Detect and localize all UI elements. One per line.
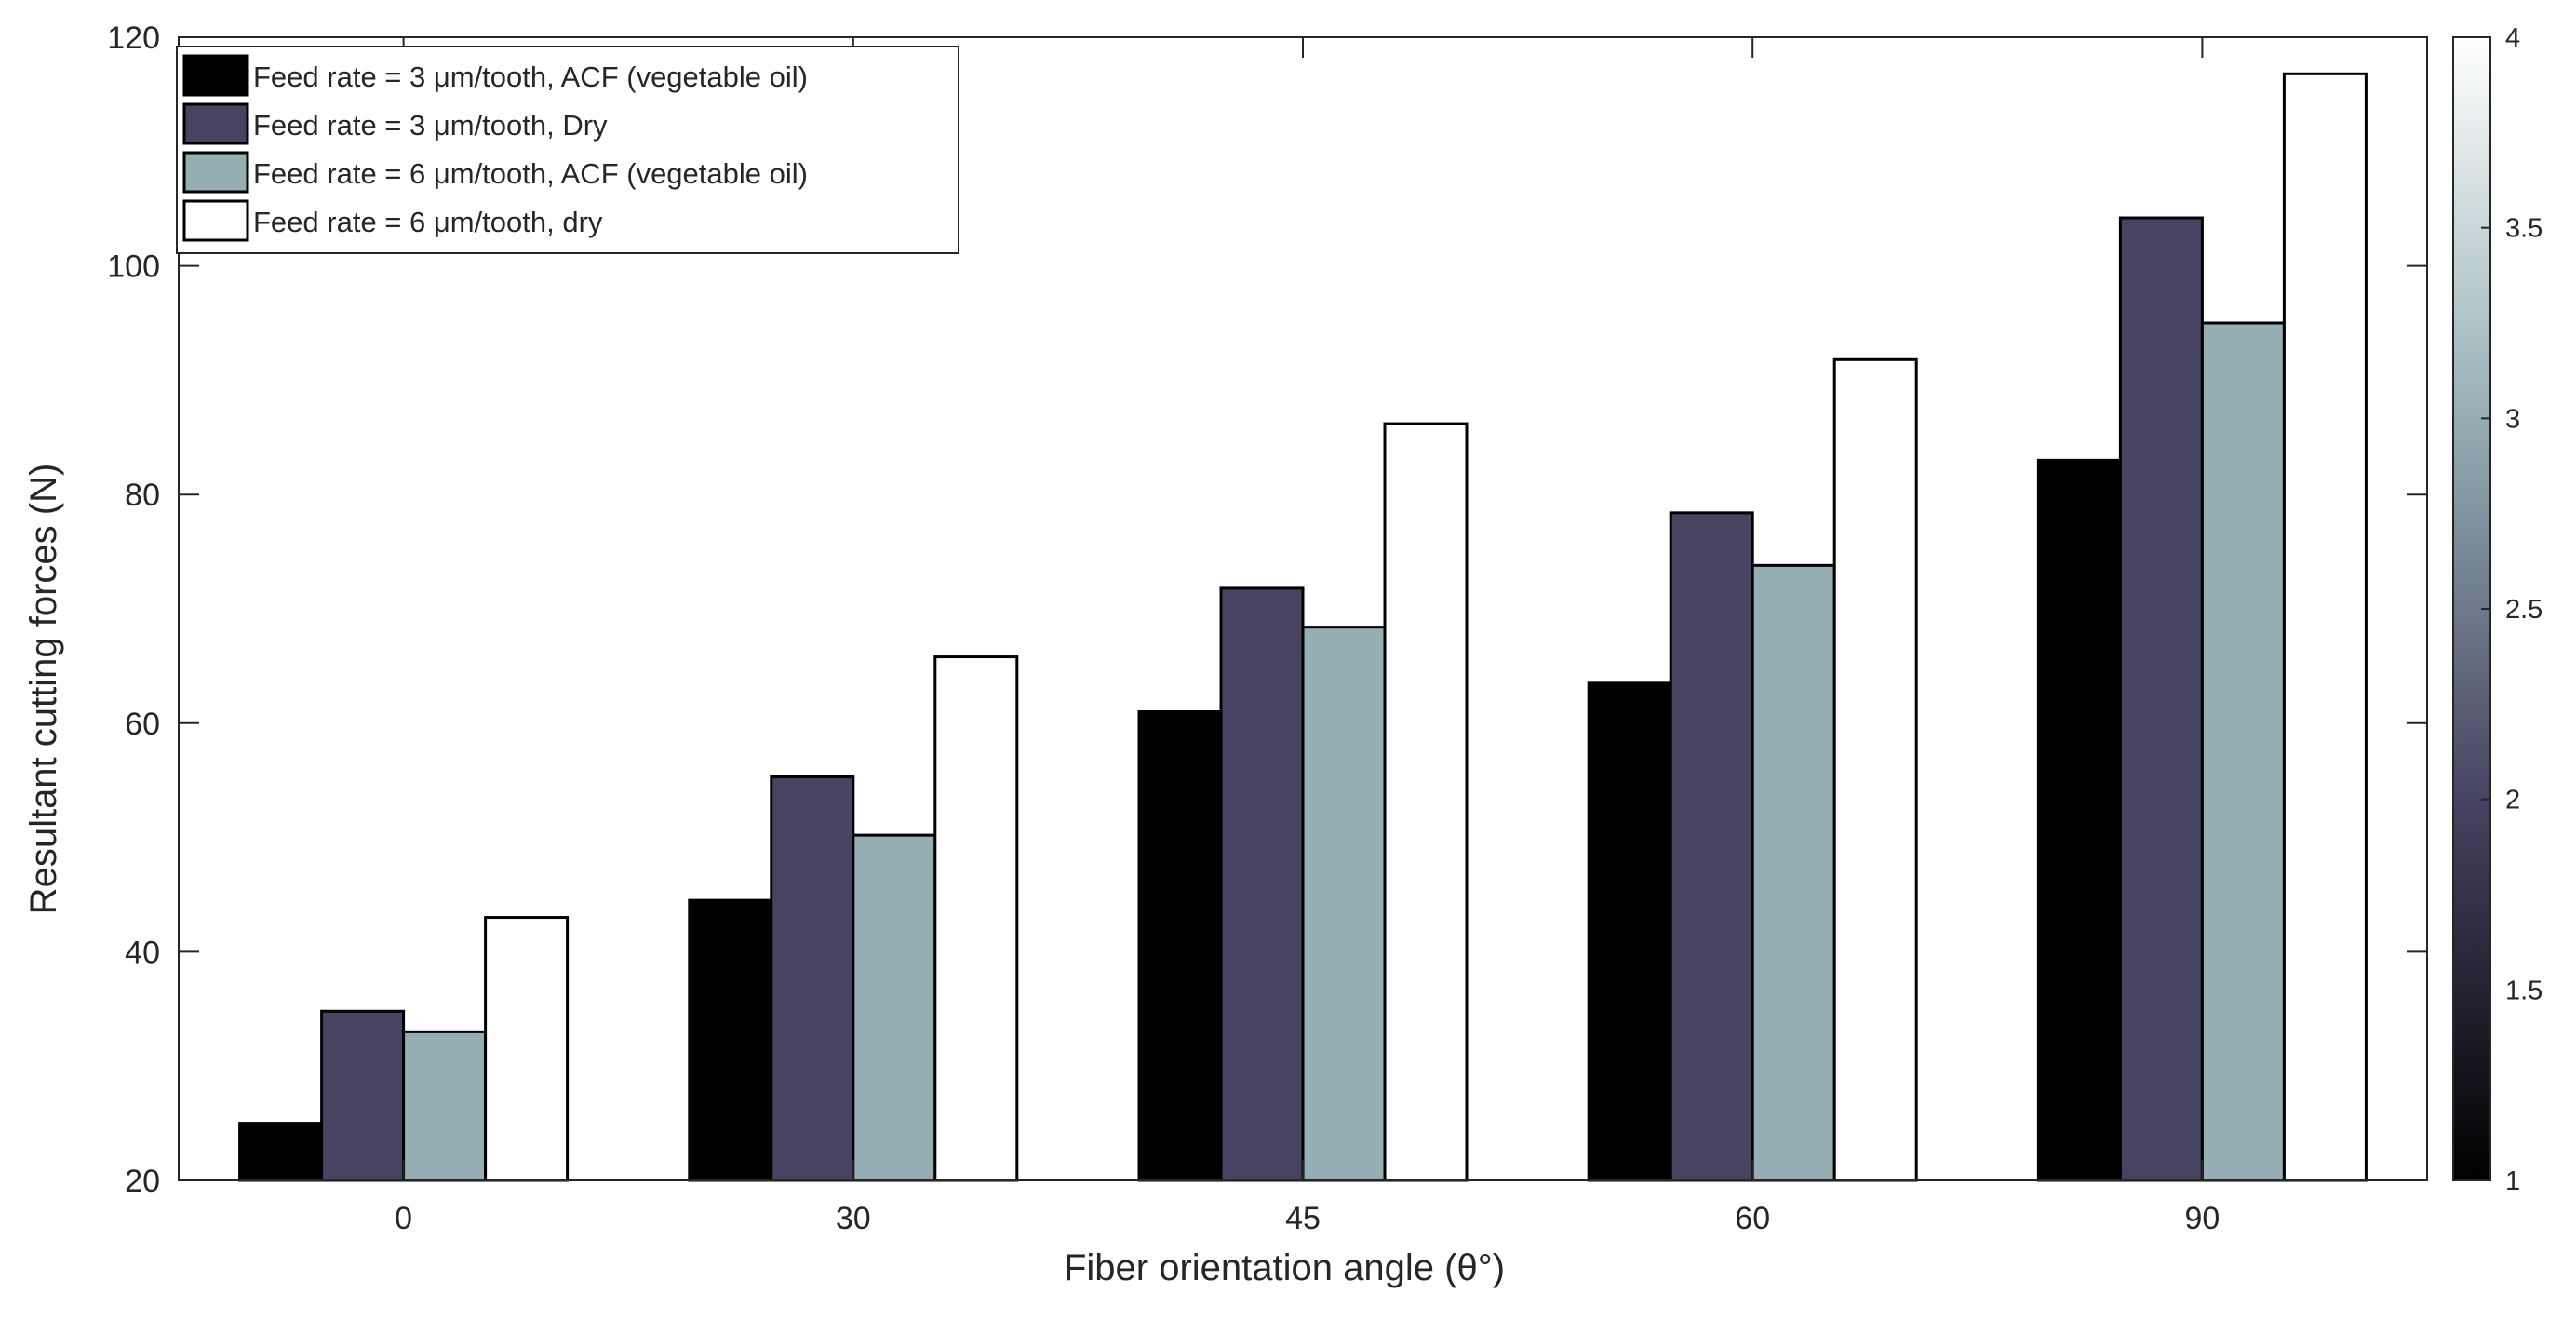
legend-swatch-3: [182, 151, 249, 194]
bar-s3-0: [402, 1030, 488, 1182]
bar-s4-45: [1383, 422, 1469, 1182]
legend-label-2: Feed rate = 3 μm/tooth, Dry: [253, 109, 608, 142]
y-tick-label: 40: [125, 935, 160, 970]
y-tick-label: 80: [125, 478, 160, 513]
y-tick-label: 100: [107, 249, 160, 285]
x-tick-label: 45: [1285, 1201, 1321, 1236]
y-tick-label: 120: [107, 20, 160, 56]
colorbar-tick-label: 1.5: [2505, 976, 2542, 1005]
bar-s3-90: [2200, 321, 2286, 1182]
legend-swatch-2: [182, 102, 249, 145]
bar-s1-30: [688, 898, 773, 1182]
bar-s3-45: [1301, 626, 1387, 1182]
bar-s2-0: [320, 1009, 406, 1182]
colorbar-tick-label: 2.5: [2505, 595, 2542, 625]
bar-s4-0: [484, 916, 570, 1182]
bar-s4-30: [933, 655, 1019, 1182]
bar-s1-60: [1587, 681, 1672, 1182]
colorbar-tick-label: 1: [2505, 1166, 2520, 1196]
bar-s2-90: [2118, 216, 2204, 1182]
legend-label-3: Feed rate = 6 μm/tooth, ACF (vegetable o…: [253, 157, 808, 190]
bar-s1-90: [2036, 458, 2122, 1182]
legend-swatch-4: [182, 199, 249, 242]
y-axis-label: Resultant cutting forces (N): [23, 464, 64, 915]
legend-label-4: Feed rate = 6 μm/tooth, dry: [253, 206, 603, 238]
colorbar: 1 1.5 2 2.5 3 3.5 4: [2452, 23, 2542, 1196]
bar-s2-30: [770, 775, 855, 1182]
legend: Feed rate = 3 μm/tooth, ACF (vegetable o…: [176, 46, 959, 254]
legend-swatch-1: [182, 54, 249, 97]
x-tick-label: 0: [395, 1201, 412, 1236]
bar-s1-0: [238, 1122, 324, 1182]
x-tick-label: 90: [2184, 1201, 2220, 1236]
x-tick-label: 60: [1735, 1201, 1770, 1236]
bar-s4-60: [1832, 357, 1918, 1182]
colorbar-tick-label: 4: [2505, 23, 2520, 53]
bar-s3-60: [1751, 563, 1836, 1182]
y-tick-label: 60: [125, 707, 160, 742]
legend-box: [176, 46, 959, 254]
bar-s2-45: [1219, 586, 1305, 1182]
legend-label-1: Feed rate = 3 μm/tooth, ACF (vegetable o…: [253, 61, 808, 93]
bar-s4-90: [2282, 72, 2368, 1182]
bar-s3-30: [852, 833, 937, 1182]
bar-s2-60: [1669, 511, 1754, 1182]
colorbar-tick-label: 3.5: [2505, 214, 2542, 244]
bar-s1-45: [1137, 710, 1223, 1182]
colorbar-tick-label: 2: [2505, 786, 2520, 816]
y-tick-label: 20: [125, 1164, 160, 1199]
x-tick-label: 30: [836, 1201, 871, 1236]
colorbar-tick-label: 3: [2505, 404, 2520, 434]
bars-layer: [238, 72, 2368, 1182]
x-axis-label: Fiber orientation angle (θ°): [1064, 1247, 1505, 1288]
